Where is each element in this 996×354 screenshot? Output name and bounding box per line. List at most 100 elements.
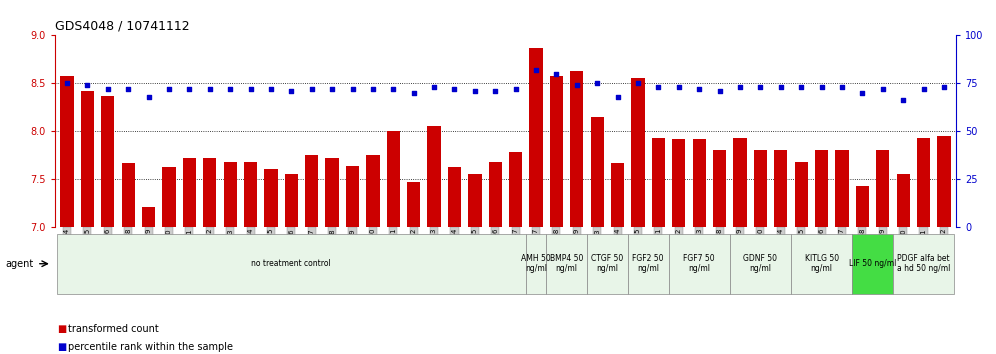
Point <box>650 84 666 90</box>
Point <box>100 86 116 92</box>
Point <box>855 90 871 96</box>
Text: FGF7 50
ng/ml: FGF7 50 ng/ml <box>683 254 715 273</box>
Bar <box>876 150 889 227</box>
Bar <box>937 136 950 227</box>
Text: percentile rank within the sample: percentile rank within the sample <box>68 342 233 352</box>
Text: KITLG 50
ng/ml: KITLG 50 ng/ml <box>805 254 839 273</box>
Text: BMP4 50
ng/ml: BMP4 50 ng/ml <box>550 254 584 273</box>
Point <box>467 88 483 94</box>
Bar <box>244 161 257 227</box>
Point <box>405 90 421 96</box>
Bar <box>836 150 849 227</box>
Point <box>814 84 830 90</box>
Point <box>121 86 136 92</box>
Point <box>936 84 952 90</box>
Bar <box>611 162 624 227</box>
Point <box>691 86 707 92</box>
Point <box>222 86 238 92</box>
Text: LIF 50 ng/ml: LIF 50 ng/ml <box>849 259 896 268</box>
Bar <box>162 167 175 227</box>
Point <box>610 94 625 99</box>
Point <box>711 88 727 94</box>
Bar <box>815 150 829 227</box>
Point <box>508 86 524 92</box>
Point <box>732 84 748 90</box>
Bar <box>61 75 74 227</box>
Text: GDS4048 / 10741112: GDS4048 / 10741112 <box>55 20 189 33</box>
Bar <box>774 150 788 227</box>
Bar <box>285 174 298 227</box>
Point <box>324 86 340 92</box>
Text: AMH 50
ng/ml: AMH 50 ng/ml <box>521 254 551 273</box>
Bar <box>346 166 360 227</box>
Bar <box>856 187 869 227</box>
Point <box>528 67 544 73</box>
Bar <box>591 117 604 227</box>
Point <box>569 82 585 88</box>
Bar <box>367 155 379 227</box>
Bar <box>853 234 893 294</box>
Bar <box>651 138 665 227</box>
Bar <box>627 234 668 294</box>
Point <box>304 86 320 92</box>
Bar <box>57 234 526 294</box>
Bar <box>142 207 155 227</box>
Point <box>752 84 768 90</box>
Bar <box>489 161 502 227</box>
Bar <box>182 158 196 227</box>
Bar <box>468 174 481 227</box>
Text: ■: ■ <box>57 324 66 334</box>
Point <box>263 86 279 92</box>
Bar <box>668 234 730 294</box>
Point <box>549 71 565 76</box>
Point <box>365 86 380 92</box>
Bar <box>631 78 644 227</box>
Bar <box>692 139 706 227</box>
Bar <box>546 234 587 294</box>
Bar <box>305 155 319 227</box>
Point <box>181 86 197 92</box>
Point <box>345 86 361 92</box>
Point <box>243 86 259 92</box>
Bar <box>530 48 543 227</box>
Point <box>426 84 442 90</box>
Point <box>834 84 850 90</box>
Bar <box>791 234 853 294</box>
Bar <box>326 158 339 227</box>
Text: CTGF 50
ng/ml: CTGF 50 ng/ml <box>592 254 623 273</box>
Point <box>284 88 300 94</box>
Point <box>671 84 687 90</box>
Point <box>915 86 931 92</box>
Bar <box>264 169 278 227</box>
Bar <box>713 150 726 227</box>
Bar <box>407 182 420 227</box>
Bar <box>203 158 216 227</box>
Bar <box>587 234 627 294</box>
Bar <box>448 167 461 227</box>
Bar <box>917 138 930 227</box>
Point <box>161 86 177 92</box>
Bar <box>730 234 791 294</box>
Point <box>59 80 75 86</box>
Text: FGF2 50
ng/ml: FGF2 50 ng/ml <box>632 254 664 273</box>
Bar <box>672 139 685 227</box>
Bar <box>81 91 94 227</box>
Point <box>446 86 462 92</box>
Bar <box>427 126 440 227</box>
Point <box>590 80 606 86</box>
Bar <box>386 131 400 227</box>
Bar <box>571 71 584 227</box>
Point <box>773 84 789 90</box>
Bar <box>754 150 767 227</box>
Point <box>874 86 890 92</box>
Point <box>140 94 156 99</box>
Bar <box>122 162 134 227</box>
Point <box>630 80 646 86</box>
Point <box>385 86 401 92</box>
Bar <box>526 234 546 294</box>
Text: PDGF alfa bet
a hd 50 ng/ml: PDGF alfa bet a hd 50 ng/ml <box>896 254 950 273</box>
Point <box>895 98 911 103</box>
Text: transformed count: transformed count <box>68 324 158 334</box>
Bar <box>733 138 747 227</box>
Point <box>202 86 218 92</box>
